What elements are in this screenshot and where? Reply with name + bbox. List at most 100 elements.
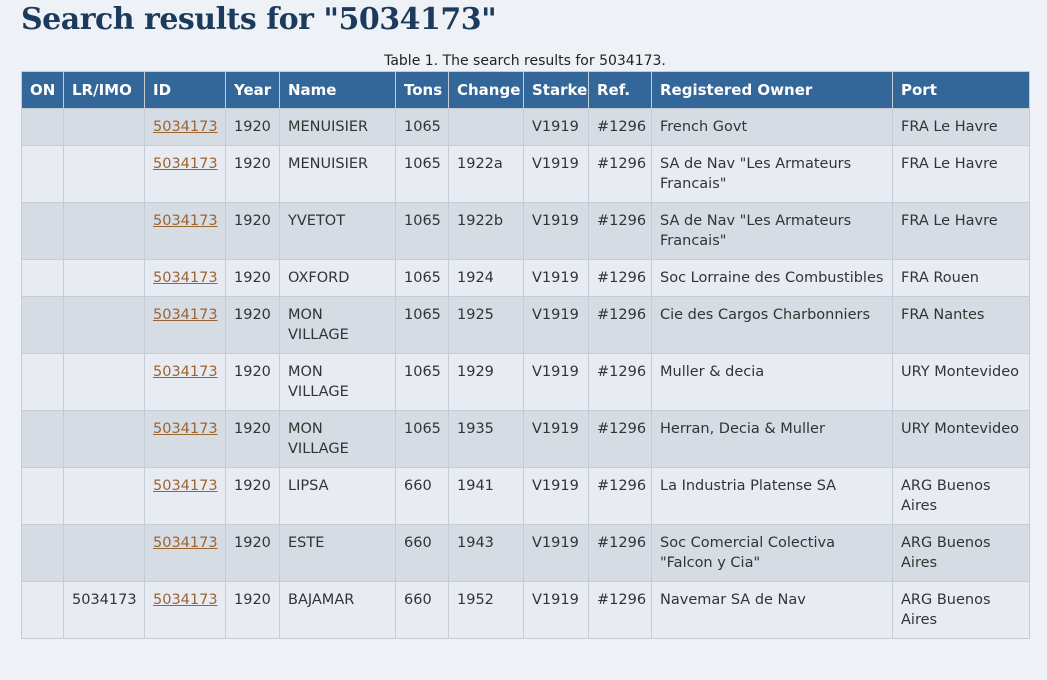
id-link[interactable]: 5034173 bbox=[153, 535, 218, 551]
table-cell: URY Montevideo bbox=[892, 410, 1030, 468]
table-cell: #1296 bbox=[588, 108, 652, 146]
table-row: 5034173 5034173 1920 BAJAMAR 660 1952 V1919 #12… bbox=[21, 581, 1030, 639]
table-cell: V1919 bbox=[523, 145, 589, 203]
table-cell bbox=[63, 296, 145, 354]
table-cell: LIPSA bbox=[279, 467, 396, 525]
table-row: 5034173 1920 LIPSA 660 1941 V1919 #1296 La Indu… bbox=[21, 467, 1030, 525]
id-link[interactable]: 5034173 bbox=[153, 213, 218, 229]
column-header: Year bbox=[225, 71, 280, 109]
id-link[interactable]: 5034173 bbox=[153, 592, 218, 608]
table-cell: Soc Lorraine des Combustibles bbox=[651, 259, 893, 297]
table-cell: 1943 bbox=[448, 524, 524, 582]
table-row: 5034173 1920 MON VILLAGE 1065 1925 V1919 #1296… bbox=[21, 296, 1030, 354]
table-cell bbox=[63, 202, 145, 260]
table-cell: 5034173 bbox=[144, 524, 226, 582]
table-cell: 1920 bbox=[225, 353, 280, 411]
table-cell: BAJAMAR bbox=[279, 581, 396, 639]
column-header: Starke bbox=[523, 71, 589, 109]
table-cell: 1920 bbox=[225, 202, 280, 260]
table-cell bbox=[63, 259, 145, 297]
table-cell: Cie des Cargos Charbonniers bbox=[651, 296, 893, 354]
column-header: LR/IMO bbox=[63, 71, 145, 109]
table-cell: V1919 bbox=[523, 353, 589, 411]
table-cell: Navemar SA de Nav bbox=[651, 581, 893, 639]
table-cell: MON VILLAGE bbox=[279, 353, 396, 411]
table-cell: V1919 bbox=[523, 581, 589, 639]
table-cell: 5034173 bbox=[144, 581, 226, 639]
column-header: Name bbox=[279, 71, 396, 109]
table-cell: Muller & decia bbox=[651, 353, 893, 411]
table-row: 5034173 1920 MON VILLAGE 1065 1935 V1919 #1296… bbox=[21, 410, 1030, 468]
table-cell: URY Montevideo bbox=[892, 353, 1030, 411]
id-link[interactable]: 5034173 bbox=[153, 156, 218, 172]
table-cell: FRA Le Havre bbox=[892, 145, 1030, 203]
table-cell bbox=[63, 467, 145, 525]
table-body: 5034173 1920 MENUISIER 1065 V1919 #1296 French… bbox=[21, 108, 1030, 639]
table-cell: SA de Nav "Les Armateurs Francais" bbox=[651, 145, 893, 203]
page-title: Search results for "5034173" bbox=[21, 2, 497, 37]
id-link[interactable]: 5034173 bbox=[153, 307, 218, 323]
table-cell: V1919 bbox=[523, 410, 589, 468]
table-cell: 5034173 bbox=[63, 581, 145, 639]
table-cell: ARG Buenos Aires bbox=[892, 581, 1030, 639]
column-header: Tons bbox=[395, 71, 449, 109]
table-cell bbox=[21, 202, 64, 260]
table-cell: #1296 bbox=[588, 202, 652, 260]
table-cell bbox=[21, 296, 64, 354]
id-link[interactable]: 5034173 bbox=[153, 421, 218, 437]
table-cell: V1919 bbox=[523, 259, 589, 297]
table-cell: Herran, Decia & Muller bbox=[651, 410, 893, 468]
table-cell bbox=[63, 410, 145, 468]
table-cell bbox=[21, 467, 64, 525]
table-row: 5034173 1920 MON VILLAGE 1065 1929 V1919 #1296… bbox=[21, 353, 1030, 411]
table-cell: ESTE bbox=[279, 524, 396, 582]
table-cell: #1296 bbox=[588, 524, 652, 582]
table-cell: 1952 bbox=[448, 581, 524, 639]
table-cell: V1919 bbox=[523, 108, 589, 146]
results-table: ON LR/IMO ID Year Name Tons Change Starke Ref. Re… bbox=[21, 71, 1030, 639]
table-cell: 1065 bbox=[395, 108, 449, 146]
table-cell: 660 bbox=[395, 467, 449, 525]
table-cell: Soc Comercial Colectiva "Falcon y Cia" bbox=[651, 524, 893, 582]
table-row: 5034173 1920 ESTE 660 1943 V1919 #1296 Soc Come… bbox=[21, 524, 1030, 582]
table-cell: 1941 bbox=[448, 467, 524, 525]
id-link[interactable]: 5034173 bbox=[153, 270, 218, 286]
table-cell: 1920 bbox=[225, 524, 280, 582]
table-cell: V1919 bbox=[523, 467, 589, 525]
table-cell: 1920 bbox=[225, 581, 280, 639]
table-cell: #1296 bbox=[588, 145, 652, 203]
table-cell: FRA Le Havre bbox=[892, 202, 1030, 260]
table-cell: #1296 bbox=[588, 410, 652, 468]
table-cell: OXFORD bbox=[279, 259, 396, 297]
table-cell: 1920 bbox=[225, 467, 280, 525]
table-cell bbox=[21, 353, 64, 411]
table-cell: FRA Nantes bbox=[892, 296, 1030, 354]
table-cell: 1920 bbox=[225, 108, 280, 146]
table-cell: #1296 bbox=[588, 581, 652, 639]
table-cell bbox=[63, 145, 145, 203]
table-cell: 1920 bbox=[225, 410, 280, 468]
table-cell: 5034173 bbox=[144, 353, 226, 411]
table-row: 5034173 1920 OXFORD 1065 1924 V1919 #1296 Soc L… bbox=[21, 259, 1030, 297]
table-wrap: Table 1. The search results for 5034173.… bbox=[21, 51, 1030, 639]
table-cell bbox=[21, 410, 64, 468]
table-cell: ARG Buenos Aires bbox=[892, 524, 1030, 582]
id-link[interactable]: 5034173 bbox=[153, 478, 218, 494]
column-header: ON bbox=[21, 71, 64, 109]
table-cell: 1065 bbox=[395, 410, 449, 468]
table-cell: 5034173 bbox=[144, 202, 226, 260]
table-cell: 5034173 bbox=[144, 296, 226, 354]
table-cell: FRA Rouen bbox=[892, 259, 1030, 297]
id-link[interactable]: 5034173 bbox=[153, 119, 218, 135]
table-cell: 1922a bbox=[448, 145, 524, 203]
id-link[interactable]: 5034173 bbox=[153, 364, 218, 380]
table-cell bbox=[21, 524, 64, 582]
header-row: ON LR/IMO ID Year Name Tons Change Starke Ref. Re… bbox=[21, 71, 1030, 109]
table-cell: YVETOT bbox=[279, 202, 396, 260]
table-cell: 1935 bbox=[448, 410, 524, 468]
table-cell: 5034173 bbox=[144, 145, 226, 203]
table-cell: 1065 bbox=[395, 145, 449, 203]
table-cell: 660 bbox=[395, 581, 449, 639]
table-cell: V1919 bbox=[523, 202, 589, 260]
